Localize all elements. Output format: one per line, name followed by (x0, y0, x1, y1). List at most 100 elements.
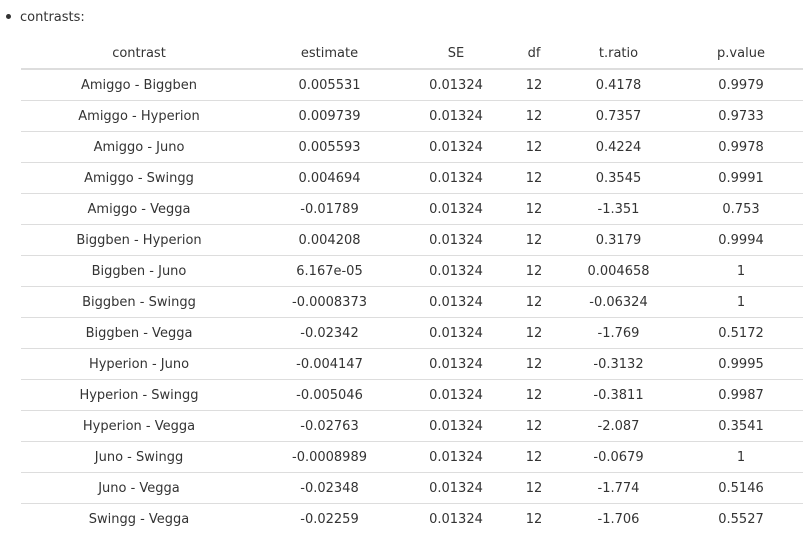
table-body: Amiggo - Biggben 0.005531 0.01324 12 0.4… (21, 69, 803, 534)
cell-contrast: Hyperion - Juno (21, 348, 257, 380)
table-row: Juno - Vegga -0.02348 0.01324 12 -1.774 … (21, 472, 803, 504)
cell-se: 0.01324 (402, 131, 510, 163)
cell-df: 12 (510, 472, 558, 504)
cell-df: 12 (510, 100, 558, 132)
table-row: Amiggo - Juno 0.005593 0.01324 12 0.4224… (21, 131, 803, 163)
cell-contrast: Swingg - Vegga (21, 503, 257, 534)
cell-df: 12 (510, 503, 558, 534)
cell-se: 0.01324 (402, 441, 510, 473)
cell-se: 0.01324 (402, 410, 510, 442)
cell-se: 0.01324 (402, 348, 510, 380)
cell-p-value: 1 (679, 255, 803, 287)
cell-se: 0.01324 (402, 317, 510, 349)
header-contrast: contrast (21, 38, 257, 70)
cell-estimate: -0.0008373 (257, 286, 402, 318)
cell-t-ratio: 0.004658 (558, 255, 679, 287)
cell-contrast: Biggben - Swingg (21, 286, 257, 318)
cell-estimate: 0.005531 (298, 77, 361, 93)
contrasts-heading: contrasts: (20, 10, 85, 25)
cell-se: 0.01324 (402, 286, 510, 318)
cell-t-ratio: 0.3179 (558, 224, 679, 256)
cell-contrast: Amiggo - Swingg (21, 162, 257, 194)
cell-t-ratio: 0.3545 (558, 162, 679, 194)
cell-se: 0.01324 (429, 77, 483, 93)
cell-df: 12 (525, 77, 543, 93)
cell-estimate: 0.004208 (257, 224, 402, 256)
cell-se: 0.01324 (402, 379, 510, 411)
cell-estimate: 0.004694 (257, 162, 402, 194)
cell-se: 0.01324 (402, 224, 510, 256)
cell-df: 12 (510, 379, 558, 411)
cell-p-value: 0.5146 (679, 472, 803, 504)
table-row: Swingg - Vegga -0.02259 0.01324 12 -1.70… (21, 503, 803, 534)
cell-t-ratio: -0.3132 (558, 348, 679, 380)
cell-estimate: -0.005046 (257, 379, 402, 411)
cell-estimate: -0.0008989 (257, 441, 402, 473)
cell-estimate: -0.02342 (257, 317, 402, 349)
cell-p-value: 0.3541 (679, 410, 803, 442)
cell-estimate: -0.02348 (257, 472, 402, 504)
cell-estimate: -0.02763 (257, 410, 402, 442)
table-row: Biggben - Vegga -0.02342 0.01324 12 -1.7… (21, 317, 803, 349)
cell-estimate: -0.01789 (257, 193, 402, 225)
table-row: Amiggo - Vegga -0.01789 0.01324 12 -1.35… (21, 193, 803, 225)
cell-t-ratio: -1.769 (558, 317, 679, 349)
cell-se: 0.01324 (402, 162, 510, 194)
contrasts-bullet: contrasts: (6, 8, 85, 28)
cell-p-value: 0.9987 (679, 379, 803, 411)
cell-t-ratio: 0.4224 (558, 131, 679, 163)
cell-t-ratio: -1.774 (558, 472, 679, 504)
cell-t-ratio: -1.351 (558, 193, 679, 225)
cell-t-ratio: 0.4178 (595, 77, 642, 93)
table-row: Biggben - Swingg -0.0008373 0.01324 12 -… (21, 286, 803, 318)
cell-df: 12 (510, 193, 558, 225)
cell-t-ratio: -0.06324 (558, 286, 679, 318)
cell-p-value: 0.9978 (679, 131, 803, 163)
header-p-value: p.value (679, 38, 803, 70)
cell-contrast: Biggben - Juno (21, 255, 257, 287)
cell-p-value: 0.753 (679, 193, 803, 225)
table-row: Hyperion - Juno -0.004147 0.01324 12 -0.… (21, 348, 803, 380)
cell-se: 0.01324 (402, 503, 510, 534)
cell-contrast: Biggben - Hyperion (21, 224, 257, 256)
contrasts-table: contrast estimate SE df t.ratio p.value … (21, 38, 803, 534)
cell-contrast: Juno - Swingg (21, 441, 257, 473)
cell-p-value: 1 (679, 286, 803, 318)
cell-p-value: 0.5172 (679, 317, 803, 349)
cell-df: 12 (510, 131, 558, 163)
cell-estimate: 6.167e-05 (257, 255, 402, 287)
table-row: Amiggo - Biggben 0.005531 0.01324 12 0.4… (21, 69, 803, 101)
cell-t-ratio: -1.706 (558, 503, 679, 534)
cell-df: 12 (510, 286, 558, 318)
cell-p-value: 0.9979 (718, 77, 764, 93)
table-row: Amiggo - Hyperion 0.009739 0.01324 12 0.… (21, 100, 803, 132)
cell-se: 0.01324 (402, 100, 510, 132)
header-se: SE (402, 38, 510, 70)
cell-t-ratio: -2.087 (558, 410, 679, 442)
cell-se: 0.01324 (402, 193, 510, 225)
cell-df: 12 (510, 255, 558, 287)
cell-contrast: Amiggo - Hyperion (21, 100, 257, 132)
table-header-row: contrast estimate SE df t.ratio p.value (21, 38, 803, 70)
cell-df: 12 (510, 317, 558, 349)
cell-estimate: 0.009739 (257, 100, 402, 132)
cell-t-ratio: -0.0679 (558, 441, 679, 473)
cell-df: 12 (510, 410, 558, 442)
cell-p-value: 0.9991 (679, 162, 803, 194)
cell-se: 0.01324 (402, 255, 510, 287)
table-row: Biggben - Juno 6.167e-05 0.01324 12 0.00… (21, 255, 803, 287)
cell-contrast: Hyperion - Vegga (21, 410, 257, 442)
cell-contrast: Biggben - Vegga (21, 317, 257, 349)
cell-contrast: Amiggo - Vegga (21, 193, 257, 225)
cell-contrast: Amiggo - Juno (21, 131, 257, 163)
table-row: Hyperion - Vegga -0.02763 0.01324 12 -2.… (21, 410, 803, 442)
cell-p-value: 0.9995 (679, 348, 803, 380)
header-df: df (510, 38, 558, 70)
cell-contrast: Juno - Vegga (21, 472, 257, 504)
bullet-icon (6, 14, 11, 19)
cell-t-ratio: 0.7357 (558, 100, 679, 132)
cell-estimate: -0.004147 (257, 348, 402, 380)
cell-estimate: 0.005593 (257, 131, 402, 163)
header-t-ratio: t.ratio (558, 38, 679, 70)
cell-df: 12 (510, 162, 558, 194)
